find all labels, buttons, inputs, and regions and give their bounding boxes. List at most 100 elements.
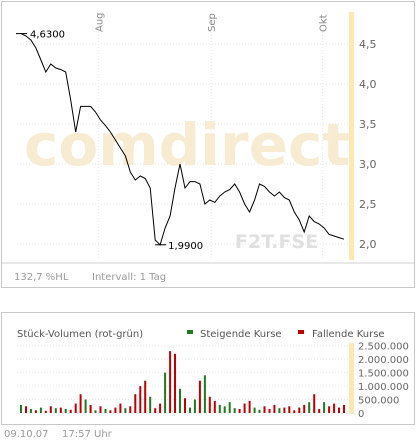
volume-bar bbox=[203, 375, 206, 413]
volume-bar bbox=[20, 404, 22, 413]
volume-bar bbox=[223, 406, 226, 413]
vol-y-tick-label: 500.000 bbox=[358, 396, 399, 407]
volume-bar bbox=[283, 407, 286, 413]
volume-bar bbox=[198, 380, 201, 413]
volume-bar bbox=[323, 402, 326, 413]
volume-bar bbox=[238, 409, 241, 413]
legend-falling-label: Fallende Kurse bbox=[312, 329, 385, 340]
x-tick-label: Aug bbox=[94, 12, 105, 32]
legend-rising-label: Steigende Kurse bbox=[200, 329, 282, 340]
volume-bar bbox=[268, 409, 271, 413]
y-tick-label: 3,0 bbox=[359, 158, 377, 171]
volume-bar bbox=[278, 408, 281, 413]
volume-bar bbox=[293, 410, 296, 413]
x-tick-label: Okt bbox=[318, 14, 329, 32]
volume-grid bbox=[17, 345, 349, 414]
vol-y-tick-label: 0 bbox=[358, 409, 364, 420]
volume-bar bbox=[119, 403, 122, 413]
volume-bar bbox=[84, 399, 87, 413]
volume-bar bbox=[258, 409, 261, 413]
volume-bar bbox=[129, 406, 132, 413]
y-tick-label: 2,0 bbox=[359, 238, 377, 251]
volume-bar bbox=[144, 380, 147, 413]
volume-bar bbox=[104, 409, 107, 413]
volume-bar bbox=[184, 398, 186, 413]
volume-bar bbox=[189, 407, 191, 413]
source-label: F2T.FSE bbox=[235, 231, 318, 253]
y-tick-labels: 4,5 4,0 3,5 3,0 2,5 2,0 bbox=[359, 38, 377, 251]
volume-bar bbox=[213, 400, 216, 413]
volume-bars bbox=[20, 351, 345, 413]
highlight-band bbox=[349, 12, 354, 260]
volume-bar bbox=[248, 400, 251, 413]
volume-bar bbox=[263, 406, 266, 413]
volume-title: Stück-Volumen (rot-grün) bbox=[17, 329, 143, 340]
volume-bar bbox=[164, 372, 167, 413]
y-tick-label: 4,0 bbox=[359, 78, 377, 91]
volume-bar bbox=[49, 406, 52, 413]
y-tick-label: 2,5 bbox=[359, 198, 377, 211]
y-tick-label: 3,5 bbox=[359, 118, 377, 131]
volume-bar bbox=[303, 404, 306, 413]
high-label: 4,6300 bbox=[30, 30, 65, 41]
volume-bar bbox=[193, 399, 196, 413]
volume-bar bbox=[109, 410, 112, 413]
volume-bar bbox=[228, 402, 231, 413]
volume-bar bbox=[159, 403, 162, 413]
volume-bar bbox=[25, 406, 27, 413]
price-grid bbox=[17, 32, 349, 260]
volume-highlight-band bbox=[349, 343, 354, 414]
volume-bar bbox=[74, 403, 77, 413]
volume-bar bbox=[218, 404, 221, 413]
volatility-label: 132,7 %HL bbox=[14, 272, 69, 283]
y-tick-label: 4,5 bbox=[359, 38, 377, 51]
volume-bar bbox=[253, 407, 256, 413]
volume-bar bbox=[64, 409, 67, 413]
volume-bar bbox=[343, 404, 345, 413]
x-tick-label: Sep bbox=[207, 13, 218, 32]
volume-bar bbox=[44, 410, 47, 413]
volume-bar bbox=[114, 407, 117, 413]
volume-bar bbox=[59, 407, 62, 413]
volume-bar bbox=[39, 407, 42, 413]
footer-date: 09.10.07 bbox=[4, 429, 49, 440]
volume-bar bbox=[273, 404, 276, 413]
volume-bar bbox=[333, 403, 336, 413]
price-chart: comdirect F2T.FSE Aug Sep Okt 4,5 4,0 3,5 3,0… bbox=[2, 12, 414, 283]
volume-bar bbox=[79, 394, 82, 413]
volume-bar bbox=[169, 351, 172, 413]
legend-rising-swatch bbox=[187, 330, 193, 334]
volume-bar bbox=[99, 406, 102, 413]
low-label: 1,9900 bbox=[168, 241, 203, 252]
vol-y-tick-label: 2.000.000 bbox=[358, 355, 409, 366]
volume-bar bbox=[328, 406, 331, 413]
volume-bar bbox=[243, 403, 246, 413]
volume-bar bbox=[154, 408, 157, 413]
volume-bar bbox=[34, 410, 37, 413]
footer-time: 17:57 Uhr bbox=[62, 429, 112, 440]
interval-label: Intervall: 1 Tag bbox=[92, 272, 166, 283]
volume-bar bbox=[94, 410, 97, 413]
vol-y-tick-label: 2.500.000 bbox=[358, 342, 409, 353]
volume-bar bbox=[54, 408, 57, 413]
volume-bar bbox=[149, 396, 152, 413]
volume-bar bbox=[134, 394, 137, 413]
volume-bar bbox=[288, 406, 291, 413]
x-tick-labels: Aug Sep Okt bbox=[94, 12, 329, 32]
volume-y-tick-labels: 2.500.000 2.000.000 1.500.000 1.000.000 500.… bbox=[358, 342, 409, 420]
volume-bar bbox=[298, 407, 301, 413]
volume-bar bbox=[69, 409, 72, 413]
volume-bar bbox=[233, 408, 236, 413]
price-marks: 4,6300 1,9900 bbox=[16, 30, 203, 252]
volume-bar bbox=[308, 402, 311, 413]
vol-y-tick-label: 1.000.000 bbox=[358, 382, 409, 393]
watermark: comdirect bbox=[24, 111, 350, 179]
volume-bar bbox=[29, 409, 32, 413]
volume-bar bbox=[89, 404, 92, 413]
volume-chart-panel: Stück-Volumen (rot-grün) Steigende Kurse… bbox=[1, 312, 415, 425]
volume-bar bbox=[318, 409, 321, 413]
volume-bar bbox=[139, 386, 142, 413]
volume-bar bbox=[208, 396, 211, 413]
price-chart-panel: comdirect F2T.FSE Aug Sep Okt 4,5 4,0 3,5 3,0… bbox=[1, 1, 415, 288]
volume-bar bbox=[313, 394, 316, 413]
